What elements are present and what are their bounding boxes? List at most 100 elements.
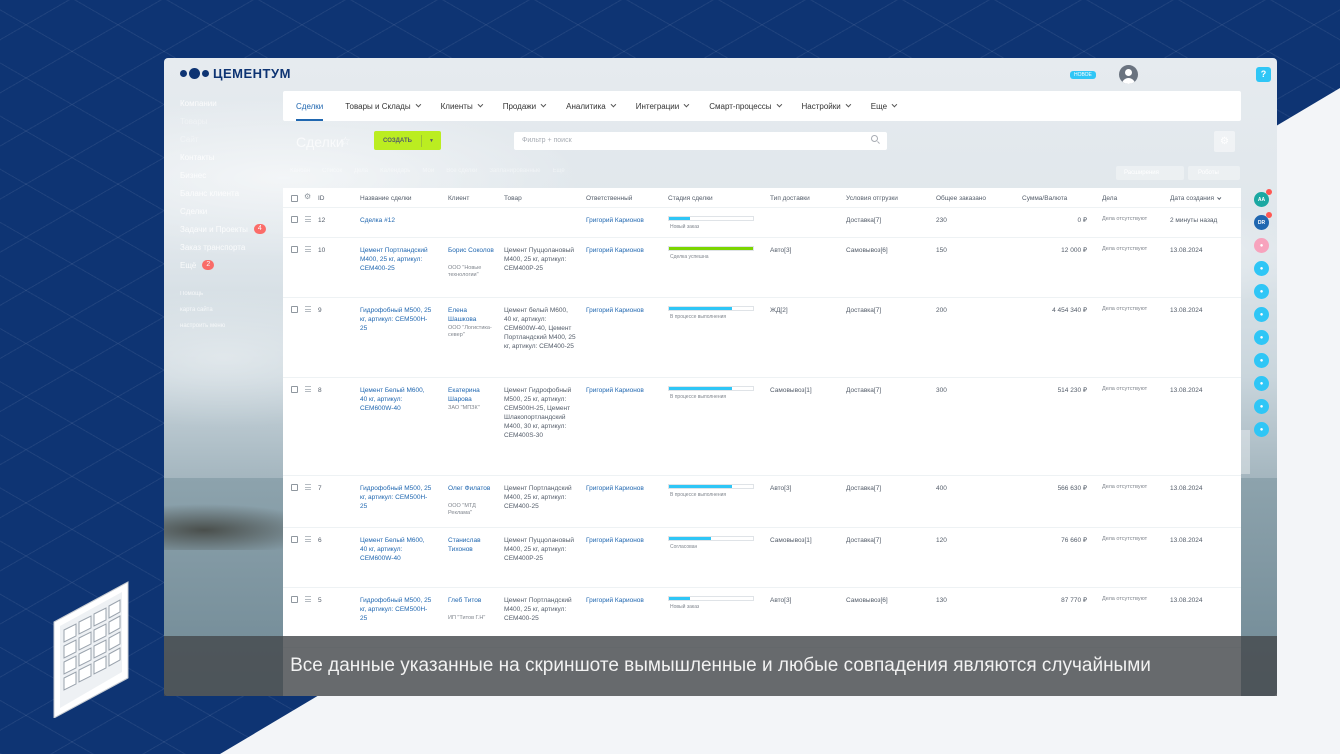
col-stage[interactable]: Стадия сделки bbox=[668, 195, 713, 202]
user-avatar[interactable] bbox=[1119, 65, 1138, 84]
stage-progress-bar[interactable] bbox=[668, 484, 754, 489]
row-checkbox[interactable] bbox=[291, 536, 298, 543]
create-button[interactable]: СОЗДАТЬ ▼ bbox=[374, 131, 441, 150]
sidebar-item-companies[interactable]: Компании bbox=[180, 98, 217, 108]
view-calendar[interactable]: Календарь bbox=[380, 168, 411, 174]
tab-sales[interactable]: Продажи bbox=[503, 91, 547, 121]
cell-client-name[interactable]: Елена Шашкова bbox=[448, 307, 477, 323]
star-icon[interactable]: ☆ bbox=[340, 134, 351, 148]
cell-client-name[interactable]: Станислав Тихонов bbox=[448, 537, 481, 553]
rail-user-icon[interactable]: ● bbox=[1254, 284, 1269, 299]
sidebar-item-products[interactable]: Товары bbox=[180, 116, 208, 126]
sidebar-item-contacts[interactable]: Контакты bbox=[180, 152, 215, 162]
view-mine[interactable]: Мои bbox=[422, 168, 435, 174]
table-row[interactable]: 8 Цемент Белый М600, 40 кг, артикул: CEM6… bbox=[283, 378, 1241, 476]
stage-progress-bar[interactable] bbox=[668, 306, 754, 311]
col-amount[interactable]: Сумма/Валюта bbox=[1022, 195, 1068, 202]
row-checkbox[interactable] bbox=[291, 246, 298, 253]
col-responsible[interactable]: Ответственный bbox=[586, 195, 633, 202]
stage-progress-bar[interactable] bbox=[668, 246, 754, 251]
rail-user-icon[interactable]: ● bbox=[1254, 238, 1269, 253]
chevron-down-icon[interactable]: ▼ bbox=[429, 137, 434, 144]
extensions-button[interactable]: Расширения bbox=[1116, 166, 1184, 180]
gear-icon[interactable]: ⚙ bbox=[1214, 131, 1235, 152]
rail-user-icon[interactable]: ● bbox=[1254, 399, 1269, 414]
cell-name[interactable]: Гидрофобный М500, 25 кг, артикул: CEM500… bbox=[360, 485, 432, 510]
sidebar-configure-link[interactable]: настроить меню bbox=[180, 323, 226, 329]
rail-user-icon[interactable]: ● bbox=[1254, 422, 1269, 437]
row-menu-icon[interactable] bbox=[305, 246, 311, 254]
row-menu-icon[interactable] bbox=[305, 216, 311, 224]
logo[interactable]: ЦЕМЕНТУМ bbox=[180, 66, 291, 81]
view-more[interactable]: Ещё bbox=[552, 168, 565, 174]
col-activities[interactable]: Дела bbox=[1102, 195, 1118, 202]
cell-name[interactable]: Цемент Белый М600, 40 кг, артикул: CEM60… bbox=[360, 387, 425, 412]
view-planned[interactable]: Запланированные bbox=[489, 168, 541, 174]
view-kanban[interactable]: Канбан bbox=[290, 168, 311, 174]
row-menu-icon[interactable] bbox=[305, 536, 311, 544]
tab-deals[interactable]: Сделки bbox=[296, 91, 324, 121]
filter-search-input[interactable]: Фильтр + поиск bbox=[514, 132, 887, 150]
rail-user-icon[interactable]: ● bbox=[1254, 261, 1269, 276]
cell-responsible[interactable]: Григорий Карионов bbox=[586, 537, 644, 544]
gear-icon[interactable]: ⚙ bbox=[304, 192, 312, 201]
cell-name[interactable]: Гидрофобный М500, 25 кг, артикул: CEM500… bbox=[360, 307, 432, 332]
cell-client-name[interactable]: Олег Филатов bbox=[448, 485, 491, 492]
sidebar-help-link[interactable]: Помощь bbox=[180, 291, 204, 297]
stage-progress-bar[interactable] bbox=[668, 216, 754, 221]
help-button[interactable]: ? bbox=[1256, 67, 1271, 82]
row-menu-icon[interactable] bbox=[305, 484, 311, 492]
tab-goods-warehouses[interactable]: Товары и Склады bbox=[345, 91, 421, 121]
row-checkbox[interactable] bbox=[291, 596, 298, 603]
select-all-checkbox[interactable] bbox=[291, 195, 298, 202]
robots-button[interactable]: Роботы bbox=[1188, 166, 1240, 180]
rail-avatar[interactable]: DR bbox=[1254, 212, 1272, 230]
row-menu-icon[interactable] bbox=[305, 596, 311, 604]
table-row[interactable]: 12 Сделка #12 Григорий Карионов Доставка[7]… bbox=[283, 208, 1241, 238]
view-activities[interactable]: Дела bbox=[354, 168, 369, 174]
view-list[interactable]: Список bbox=[322, 168, 343, 174]
stage-progress-bar[interactable] bbox=[668, 536, 754, 541]
rail-user-icon[interactable]: ● bbox=[1254, 307, 1269, 322]
sidebar-item-client-balance[interactable]: Баланс клиента bbox=[180, 188, 240, 198]
col-id[interactable]: ID bbox=[318, 195, 325, 202]
cell-responsible[interactable]: Григорий Карионов bbox=[586, 597, 644, 604]
cell-responsible[interactable]: Григорий Карионов bbox=[586, 485, 644, 492]
col-delivery[interactable]: Тип доставки bbox=[770, 195, 810, 202]
col-total[interactable]: Общее заказано bbox=[936, 195, 987, 202]
table-row[interactable]: 9 Гидрофобный М500, 25 кг, артикул: CEM50… bbox=[283, 298, 1241, 378]
view-all-deals[interactable]: Все сделки bbox=[446, 168, 478, 174]
col-product[interactable]: Товар bbox=[504, 195, 522, 202]
tab-settings[interactable]: Настройки bbox=[802, 91, 851, 121]
sidebar-item-site[interactable]: Сайт bbox=[180, 134, 199, 144]
stage-progress-bar[interactable] bbox=[668, 386, 754, 391]
chevron-right-icon[interactable]: › bbox=[1216, 430, 1250, 474]
table-row[interactable]: 10 Цемент Портландский М400, 25 кг, артик… bbox=[283, 238, 1241, 298]
stage-progress-bar[interactable] bbox=[668, 596, 754, 601]
search-icon[interactable] bbox=[871, 135, 878, 142]
table-row[interactable]: 7 Гидрофобный М500, 25 кг, артикул: CEM50… bbox=[283, 476, 1241, 528]
col-name[interactable]: Название сделки bbox=[360, 195, 412, 202]
row-checkbox[interactable] bbox=[291, 386, 298, 393]
tab-smart-processes[interactable]: Смарт-процессы bbox=[709, 91, 782, 121]
table-row[interactable]: 6 Цемент Белый М600, 40 кг, артикул: CEM6… bbox=[283, 528, 1241, 588]
row-checkbox[interactable] bbox=[291, 484, 298, 491]
cell-name[interactable]: Гидрофобный М500, 25 кг, артикул: CEM500… bbox=[360, 597, 432, 622]
row-checkbox[interactable] bbox=[291, 306, 298, 313]
cell-client-name[interactable]: Екатерина Шарова bbox=[448, 387, 480, 403]
row-menu-icon[interactable] bbox=[305, 306, 311, 314]
row-checkbox[interactable] bbox=[291, 216, 298, 223]
cell-responsible[interactable]: Григорий Карионов bbox=[586, 387, 644, 394]
cell-client-name[interactable]: Глеб Титов bbox=[448, 597, 482, 604]
rail-user-icon[interactable]: ● bbox=[1254, 353, 1269, 368]
sidebar-item-transport[interactable]: Заказ транспорта bbox=[180, 242, 246, 252]
sidebar-item-deals[interactable]: Сделки bbox=[180, 206, 208, 216]
cell-name[interactable]: Цемент Белый М600, 40 кг, артикул: CEM60… bbox=[360, 537, 425, 562]
tab-integrations[interactable]: Интеграции bbox=[636, 91, 690, 121]
rail-user-icon[interactable]: ● bbox=[1254, 376, 1269, 391]
cell-responsible[interactable]: Григорий Карионов bbox=[586, 307, 644, 314]
cell-name[interactable]: Цемент Портландский М400, 25 кг, артикул… bbox=[360, 247, 428, 272]
col-client[interactable]: Клиент bbox=[448, 195, 470, 202]
row-menu-icon[interactable] bbox=[305, 386, 311, 394]
tab-clients[interactable]: Клиенты bbox=[441, 91, 483, 121]
